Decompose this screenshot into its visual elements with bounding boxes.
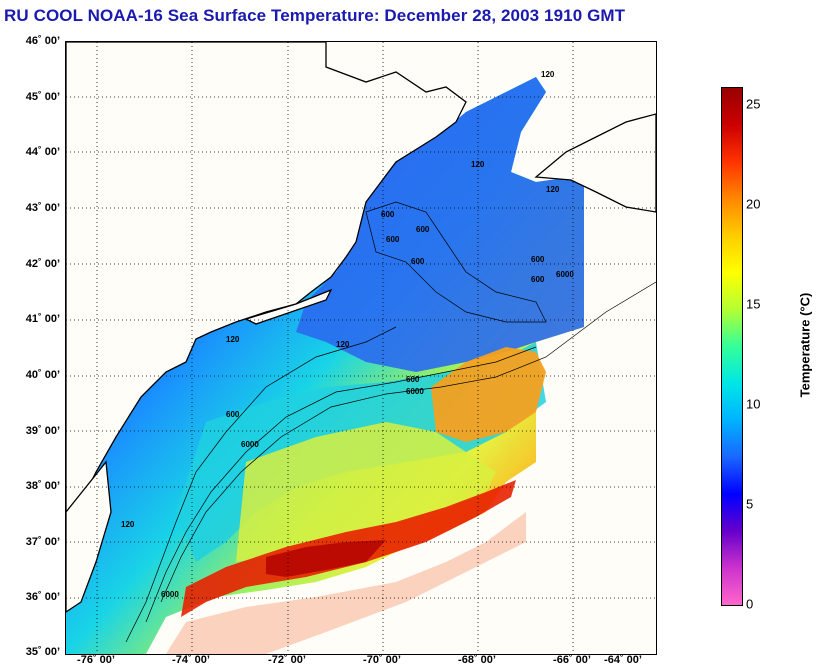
bathymetry-contours xyxy=(125,201,656,643)
contour-label: 6000 xyxy=(161,590,179,599)
colorbar-tick-label: 10 xyxy=(746,396,761,412)
contour-label: 120 xyxy=(336,340,350,349)
lat-label: 46˚ 00’ xyxy=(25,35,60,47)
contour-label: 600 xyxy=(381,210,395,219)
contour-label: 120 xyxy=(541,70,555,79)
contour-label: 6000 xyxy=(241,440,259,449)
sst-map-canvas: 120 120 120 600 600 600 600 600 600 600 … xyxy=(66,42,656,654)
lat-label: 43˚ 00’ xyxy=(25,202,60,214)
contour-label: 6000 xyxy=(556,270,574,279)
contour-label: 600 xyxy=(406,375,420,384)
colorbar-tick-label: 15 xyxy=(746,296,761,312)
sst-map[interactable]: 120 120 120 600 600 600 600 600 600 600 … xyxy=(65,41,657,655)
sst-swath xyxy=(66,77,584,654)
lat-label: 41˚ 00’ xyxy=(25,313,60,325)
lon-label: -76˚ 00’ xyxy=(77,654,115,666)
contour-label: 600 xyxy=(531,255,545,264)
contour-label: 600 xyxy=(386,235,400,244)
lat-label: 35˚ 00’ xyxy=(25,646,60,658)
gulf-of-maine-cold xyxy=(296,77,584,372)
contour-label: 600 xyxy=(416,225,430,234)
long-island xyxy=(244,288,333,325)
colorbar-tick-label: 5 xyxy=(746,496,754,512)
contour-6000 xyxy=(160,281,656,603)
lat-label: 40˚ 00’ xyxy=(25,369,60,381)
stippled-warm-south xyxy=(166,512,526,654)
contour-label: 120 xyxy=(471,160,485,169)
contour-label: 600 xyxy=(531,275,545,284)
contour-label: 120 xyxy=(226,335,240,344)
us-mainland xyxy=(66,42,467,513)
map-title: RU COOL NOAA-16 Sea Surface Temperature:… xyxy=(4,6,626,25)
contour-label: 6000 xyxy=(406,387,424,396)
temperature-colorbar xyxy=(721,87,743,606)
contour-gom xyxy=(365,201,547,323)
coastline xyxy=(66,42,656,613)
contour-label: 600 xyxy=(411,257,425,266)
lat-label: 36˚ 00’ xyxy=(25,591,60,603)
lon-label: -64˚ 00’ xyxy=(604,654,642,666)
lon-label: -66˚ 00’ xyxy=(553,654,591,666)
contour-600 xyxy=(145,346,537,623)
lon-label: -72˚ 00’ xyxy=(268,654,306,666)
colorbar-tick-label: 20 xyxy=(746,196,761,212)
nova-scotia xyxy=(534,113,656,213)
chesapeake-shore xyxy=(66,460,112,613)
lat-label: 44˚ 00’ xyxy=(25,146,60,158)
contour-labels: 120 120 120 600 600 600 600 600 600 600 … xyxy=(121,70,574,599)
lon-label: -74˚ 00’ xyxy=(172,654,210,666)
lat-label: 37˚ 00’ xyxy=(25,536,60,548)
lon-label: -68˚ 00’ xyxy=(458,654,496,666)
colorbar-tick-label: 25 xyxy=(746,96,761,112)
lat-label: 45˚ 00’ xyxy=(25,91,60,103)
lat-label: 38˚ 00’ xyxy=(25,480,60,492)
lat-label: 39˚ 00’ xyxy=(25,425,60,437)
colorbar-tick-label: 0 xyxy=(746,596,754,612)
lat-label: 42˚ 00’ xyxy=(25,258,60,270)
contour-label: 120 xyxy=(546,185,560,194)
lon-label: -70˚ 00’ xyxy=(363,654,401,666)
yellow-band xyxy=(236,422,496,562)
colorbar-title: Temperature (°C) xyxy=(797,292,813,398)
contour-label: 120 xyxy=(121,520,135,529)
warm-eddy xyxy=(431,347,546,442)
contour-120 xyxy=(125,326,397,643)
gulf-stream-dark xyxy=(266,540,386,577)
contour-label: 600 xyxy=(226,410,240,419)
